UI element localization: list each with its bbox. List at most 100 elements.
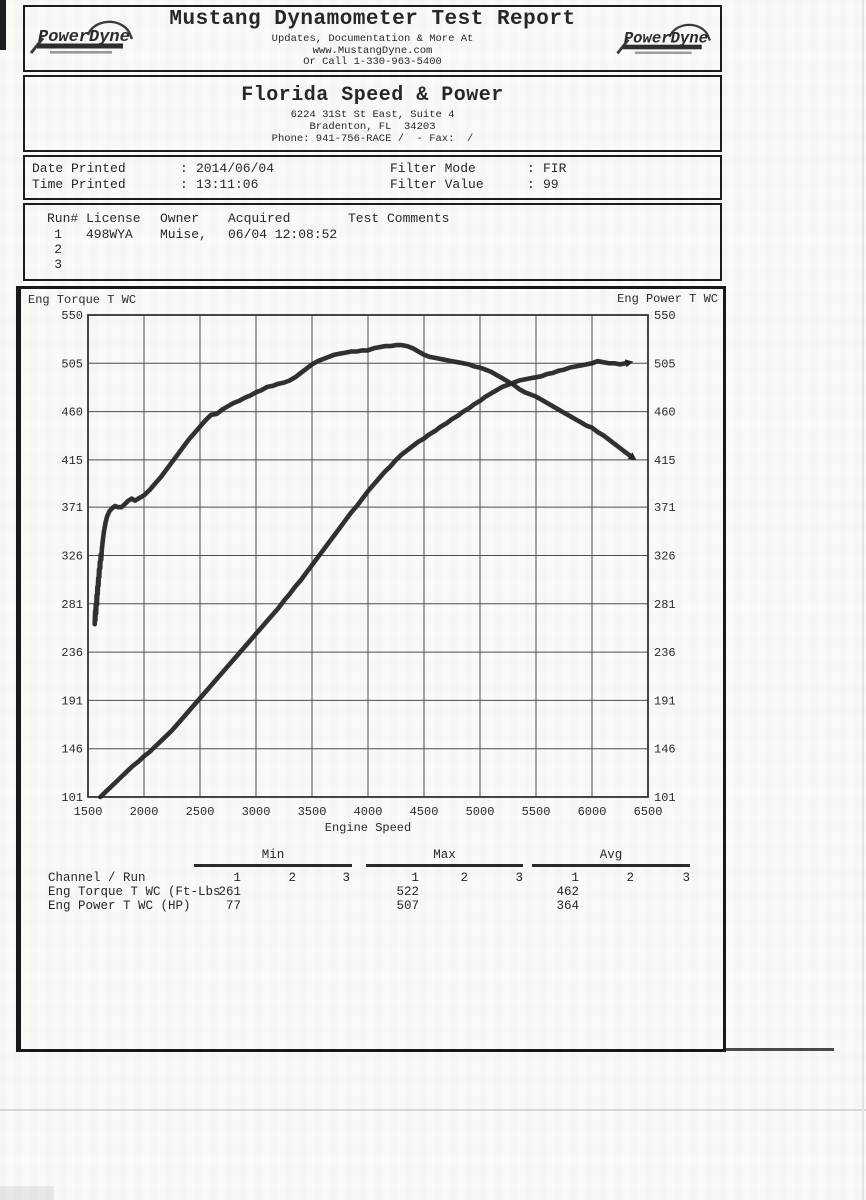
- stats-run-number-header: 1: [411, 871, 419, 885]
- y-tick-label-left: 415: [61, 454, 83, 468]
- y-tick-label-right: 505: [654, 357, 676, 371]
- stats-value: 364: [556, 898, 579, 913]
- x-axis-label: Engine Speed: [325, 821, 411, 835]
- time-printed-value: 13:11:06: [196, 177, 259, 192]
- run-number: 1: [54, 227, 62, 242]
- shop-address1: 6224 31St St East, Suite 4: [290, 109, 455, 121]
- y-tick-label-left: 460: [61, 406, 83, 420]
- logo-dome: [668, 23, 712, 42]
- shop-phone: Phone: 941-756-RACE / - Fax: /: [271, 133, 474, 145]
- scan-artifact-page-edge-line: [0, 1109, 866, 1111]
- powerdyne-logo-right: PowerDyne: [616, 23, 712, 55]
- stats-run-number-header: 1: [571, 871, 579, 885]
- power-curve: [98, 358, 628, 800]
- y-tick-label-right: 415: [654, 454, 676, 468]
- runs-header-comments: Test Comments: [348, 211, 450, 226]
- header-website: www.MustangDyne.com: [312, 44, 433, 57]
- filter-value-label: Filter Value: [390, 177, 484, 192]
- header-box: [23, 5, 722, 72]
- logo-tagline: [634, 51, 692, 54]
- stats-run-number-header: 3: [682, 871, 690, 885]
- shop-box: [23, 75, 722, 152]
- x-tick-label: 5000: [466, 805, 495, 819]
- run-acquired: 06/04 12:08:52: [228, 227, 338, 242]
- shop-name: Florida Speed & Power: [241, 84, 504, 107]
- torque-curve: [92, 342, 633, 627]
- scan-artifact-right-edge-line: [862, 0, 864, 1200]
- runs-box: [23, 203, 722, 281]
- y-tick-label-left: 191: [61, 694, 83, 708]
- y-tick-label-right: 326: [654, 549, 676, 563]
- logo-bar: [622, 44, 702, 50]
- y-tick-label-left: 281: [61, 598, 83, 612]
- stats-group-underline: [366, 864, 523, 867]
- chart-box: [16, 286, 726, 1052]
- colon: :: [527, 177, 535, 192]
- time-printed-label: Time Printed: [32, 177, 126, 192]
- logo-wordmark: PowerDyne: [38, 28, 130, 47]
- y-tick-label-right: 146: [654, 743, 676, 757]
- torque-curve-end-marker: [627, 452, 637, 461]
- stats-run-number-header: 1: [233, 871, 241, 885]
- runs-header-run: Run#: [47, 211, 79, 226]
- y-tick-label-right: 460: [654, 406, 676, 420]
- x-tick-label: 3000: [242, 805, 271, 819]
- print-info-box: [23, 155, 722, 200]
- plot-border: [87, 314, 649, 798]
- stats-row-label: Eng Torque T WC (Ft-Lbs: [48, 885, 221, 899]
- stats-group-header: Avg: [599, 848, 623, 862]
- y-tick-label-right: 101: [654, 791, 676, 805]
- x-tick-label: 5500: [522, 805, 551, 819]
- shop-address2: Bradenton, FL 34203: [309, 121, 436, 133]
- y-tick-label-left: 371: [61, 501, 83, 515]
- stats-value: 507: [396, 898, 419, 913]
- stats-value: 261: [218, 885, 241, 899]
- y-tick-label-left: 550: [61, 309, 83, 323]
- stats-group-header: Max: [433, 848, 456, 862]
- logo-wordmark: PowerDyne: [624, 29, 708, 47]
- stats-group-underline: [194, 864, 352, 867]
- logo-dome: [86, 20, 134, 40]
- run-license: 498WYA: [86, 227, 133, 242]
- dyno-chart: 1500 2000 2500 3000 3500 4000 4500 5000 5500 6000…: [28, 292, 718, 835]
- y-tick-label-right: 371: [654, 501, 676, 515]
- runs-header-license: License: [86, 211, 141, 226]
- colon: :: [527, 161, 535, 176]
- header-subtitle: Updates, Documentation & More At: [271, 33, 474, 45]
- stats-value: 462: [556, 885, 579, 899]
- filter-mode-label: Filter Mode: [390, 161, 476, 176]
- y-tick-label-left: 505: [61, 357, 83, 371]
- logo-bar: [37, 43, 123, 49]
- stats-row-label: Eng Power T WC (HP): [48, 898, 191, 913]
- run-number: 3: [54, 257, 62, 272]
- runs-header-acquired: Acquired: [228, 211, 291, 226]
- stats-group-header: Min: [261, 848, 285, 862]
- y-tick-label-right: 236: [654, 646, 676, 660]
- stats-run-number-header: 3: [342, 871, 350, 885]
- x-tick-label: 4500: [410, 805, 439, 819]
- filter-value-value: 99: [543, 177, 559, 192]
- stats-run-number-header: 2: [288, 871, 296, 885]
- colon: :: [180, 177, 188, 192]
- scan-artifact-bottom-left-smudge: [0, 1186, 54, 1200]
- report-title: Mustang Dynamometer Test Report: [169, 8, 576, 31]
- x-tick-label: 4000: [354, 805, 383, 819]
- y-tick-label-left: 236: [61, 646, 83, 660]
- stats-value: 522: [396, 885, 419, 899]
- date-printed-label: Date Printed: [32, 161, 126, 176]
- x-tick-label: 6000: [578, 805, 607, 819]
- stats-run-number-header: 2: [626, 871, 634, 885]
- stats-channel-header: Channel / Run: [48, 871, 146, 885]
- y-tick-label-right: 281: [654, 598, 676, 612]
- y-tick-label-left: 146: [61, 743, 83, 757]
- colon: :: [180, 161, 188, 176]
- runs-header-owner: Owner: [160, 211, 200, 226]
- y-tick-label-right: 191: [654, 694, 676, 708]
- y-tick-label-left: 101: [61, 791, 83, 805]
- logo-tagline: [50, 51, 112, 54]
- powerdyne-logo-left: PowerDyne: [29, 20, 134, 54]
- filter-mode-value: FIR: [543, 161, 567, 176]
- left-axis-label: Eng Torque T WC: [28, 293, 136, 307]
- power-curve-end-marker: [624, 359, 634, 368]
